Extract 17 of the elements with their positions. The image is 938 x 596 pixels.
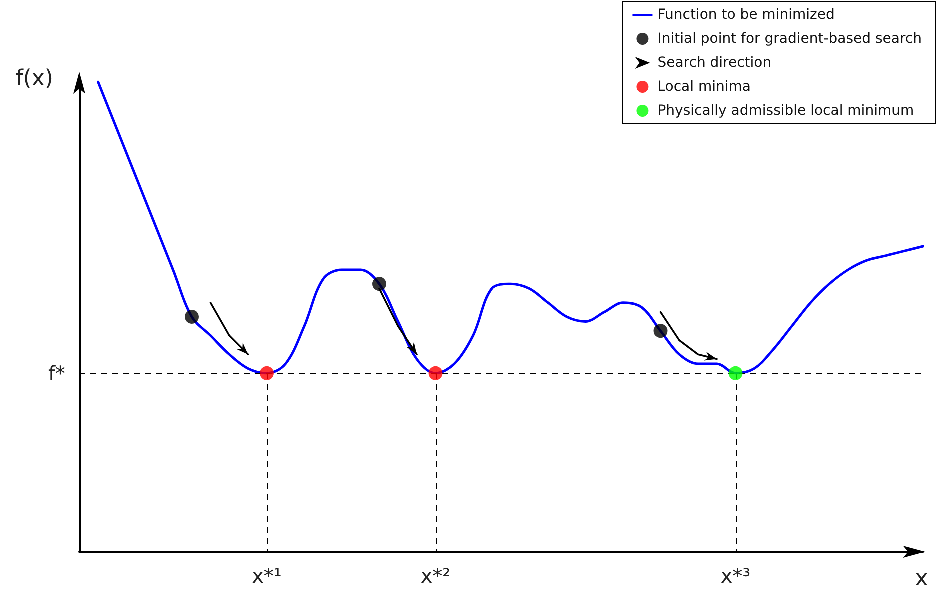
- point: [260, 366, 274, 380]
- x-tick-label: x*²: [420, 564, 451, 588]
- legend-label: Physically admissible local minimum: [658, 103, 914, 119]
- point: [372, 277, 386, 292]
- ref-line-label: f*: [48, 361, 66, 386]
- point: [654, 324, 668, 338]
- legend-label: Local minima: [658, 79, 751, 95]
- point: [185, 310, 199, 324]
- x-axis-title: x: [915, 566, 928, 592]
- x-tick-label: x*³: [720, 564, 751, 588]
- y-axis-title: f(x): [16, 66, 54, 92]
- legend-label: Function to be minimized: [658, 7, 835, 23]
- x-tick-label: x*¹: [252, 564, 282, 588]
- point: [428, 366, 443, 380]
- point: [728, 366, 743, 380]
- legend-label: Search direction: [658, 55, 772, 71]
- legend-label: Initial point for gradient-based search: [658, 31, 922, 47]
